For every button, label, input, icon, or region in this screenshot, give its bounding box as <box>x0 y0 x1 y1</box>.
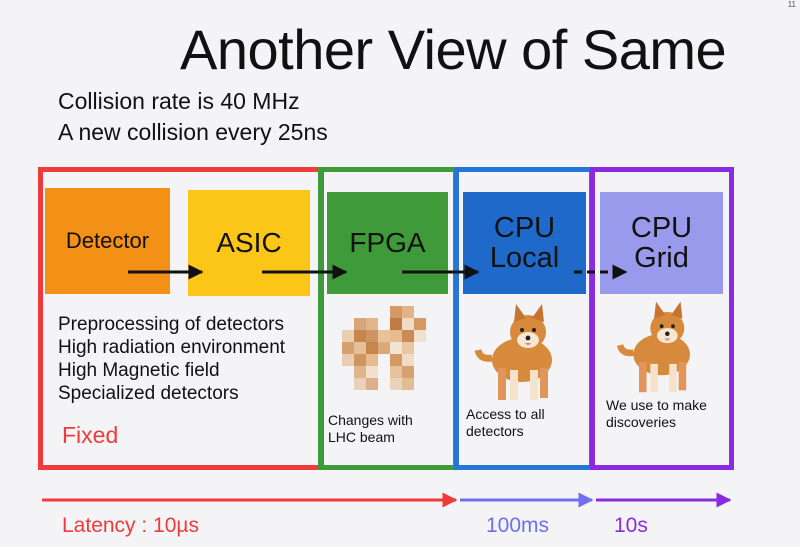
detector-block: Detector <box>45 188 170 294</box>
shiba-dog-icon <box>616 301 690 393</box>
fpga-label: FPGA <box>349 227 426 259</box>
cpu-grid-label: CPU Grid <box>630 211 693 274</box>
asic-block: ASIC <box>188 190 310 296</box>
shiba-dog-icon <box>474 304 552 400</box>
latency-local-label: 100ms <box>486 514 550 537</box>
subtitle-rate: Collision rate is 40 MHz <box>58 88 300 114</box>
fixed-description: Preprocessing of detectors High radiatio… <box>58 313 285 405</box>
subtitle-interval: A new collision every 25ns <box>58 119 328 145</box>
fixed-line-4: Specialized detectors <box>58 383 239 404</box>
cpu-grid-section-frame <box>590 167 734 470</box>
fixed-line-1: Preprocessing of detectors <box>58 314 285 335</box>
asic-label: ASIC <box>216 227 282 259</box>
slide-number: 11 <box>787 0 796 9</box>
latency-grid-label: 10s <box>614 514 648 537</box>
fixed-line-3: High Magnetic field <box>58 360 220 381</box>
cpu-grid-caption: We use to make discoveries <box>606 397 707 430</box>
latency-fixed-label: Latency : 10µs <box>62 514 200 537</box>
fixed-label: Fixed <box>62 422 119 448</box>
cpu-local-caption: Access to all detectors <box>466 406 545 439</box>
cpu-local-block: CPU Local <box>463 192 586 294</box>
pixelated-dog-icon <box>342 306 426 390</box>
fpga-caption: Changes with LHC beam <box>328 412 413 445</box>
fixed-line-2: High radiation environment <box>58 337 286 358</box>
cpu-local-label: CPU Local <box>489 211 560 274</box>
detector-label: Detector <box>65 228 150 254</box>
slide-title: Another View of Same <box>180 18 727 81</box>
